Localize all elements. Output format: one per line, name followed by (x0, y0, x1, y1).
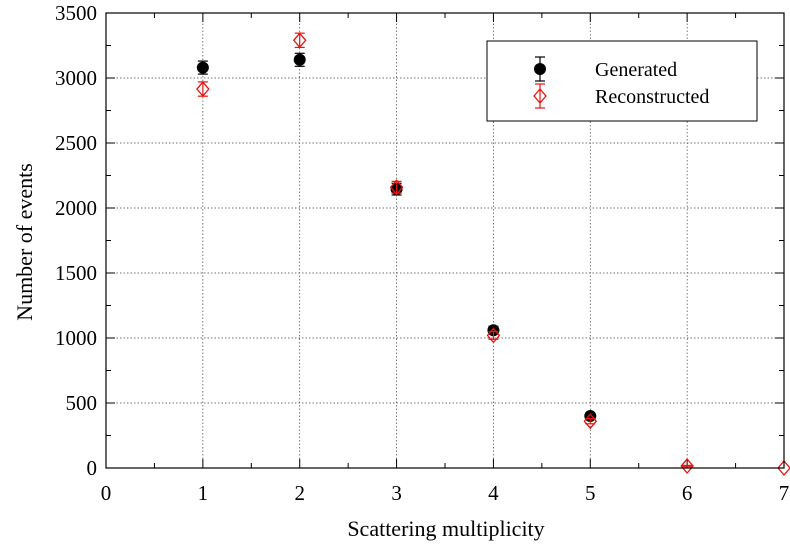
y-tick-label: 2500 (55, 131, 97, 155)
x-tick-label: 1 (198, 481, 209, 505)
y-axis-title: Number of events (12, 163, 37, 321)
y-tick-label: 0 (87, 456, 98, 480)
error-bar (391, 180, 402, 194)
x-tick-label: 2 (294, 481, 305, 505)
data-point (583, 413, 598, 430)
legend-label-generated: Generated (595, 59, 677, 81)
x-tick-label: 7 (779, 481, 790, 505)
legend: Generated Reconstructed (486, 40, 758, 122)
error-bar (682, 464, 693, 468)
data-point (777, 459, 790, 477)
x-tick-label: 3 (391, 481, 402, 505)
data-series (196, 32, 790, 477)
y-tick-label: 1500 (55, 261, 97, 285)
y-tick-label: 1000 (55, 326, 97, 350)
series-reconstructed (196, 32, 790, 477)
y-tick-labels: 0 500 1000 1500 2000 2500 3000 3500 (55, 1, 97, 480)
data-point (292, 32, 307, 49)
data-point (680, 458, 694, 475)
x-tick-label: 4 (488, 481, 499, 505)
y-tick-label: 500 (66, 391, 98, 415)
x-tick-label: 6 (682, 481, 693, 505)
y-tick-label: 3500 (55, 1, 97, 25)
legend-box (486, 40, 758, 122)
x-tick-label: 5 (585, 481, 596, 505)
data-point (196, 61, 209, 74)
grid-layer (106, 13, 784, 468)
legend-marker-generated (534, 56, 546, 82)
data-point (486, 327, 501, 344)
y-tick-label: 2000 (55, 196, 97, 220)
x-axis-title: Scattering multiplicity (347, 516, 544, 541)
x-tick-label: 0 (101, 481, 112, 505)
legend-marker-reconstructed (533, 83, 547, 109)
x-tick-labels: 0 1 2 3 4 5 6 7 (101, 481, 790, 505)
legend-item-generated: Generated (534, 56, 677, 82)
plot-frame (105, 12, 785, 469)
legend-symbol (534, 63, 546, 75)
data-point (293, 53, 306, 66)
error-bar (294, 32, 305, 49)
data-point (389, 179, 404, 196)
legend-label-reconstructed: Reconstructed (595, 86, 709, 108)
data-point (196, 81, 210, 98)
error-bar (197, 81, 208, 97)
y-tick-label: 3000 (55, 66, 97, 90)
legend-symbol (533, 87, 547, 105)
legend-item-reconstructed: Reconstructed (533, 83, 709, 109)
